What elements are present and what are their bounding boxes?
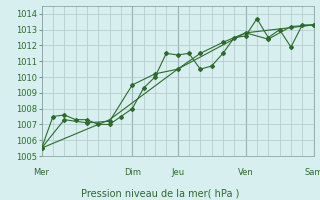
Text: Sam: Sam <box>304 168 320 177</box>
Text: Mer: Mer <box>34 168 50 177</box>
Text: Dim: Dim <box>124 168 141 177</box>
Text: Jeu: Jeu <box>171 168 184 177</box>
Text: Ven: Ven <box>238 168 253 177</box>
Text: Pression niveau de la mer( hPa ): Pression niveau de la mer( hPa ) <box>81 188 239 198</box>
